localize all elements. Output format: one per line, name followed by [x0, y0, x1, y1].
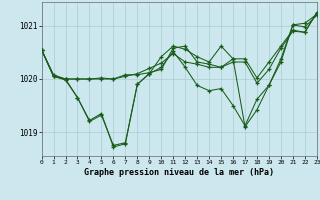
X-axis label: Graphe pression niveau de la mer (hPa): Graphe pression niveau de la mer (hPa)	[84, 168, 274, 177]
